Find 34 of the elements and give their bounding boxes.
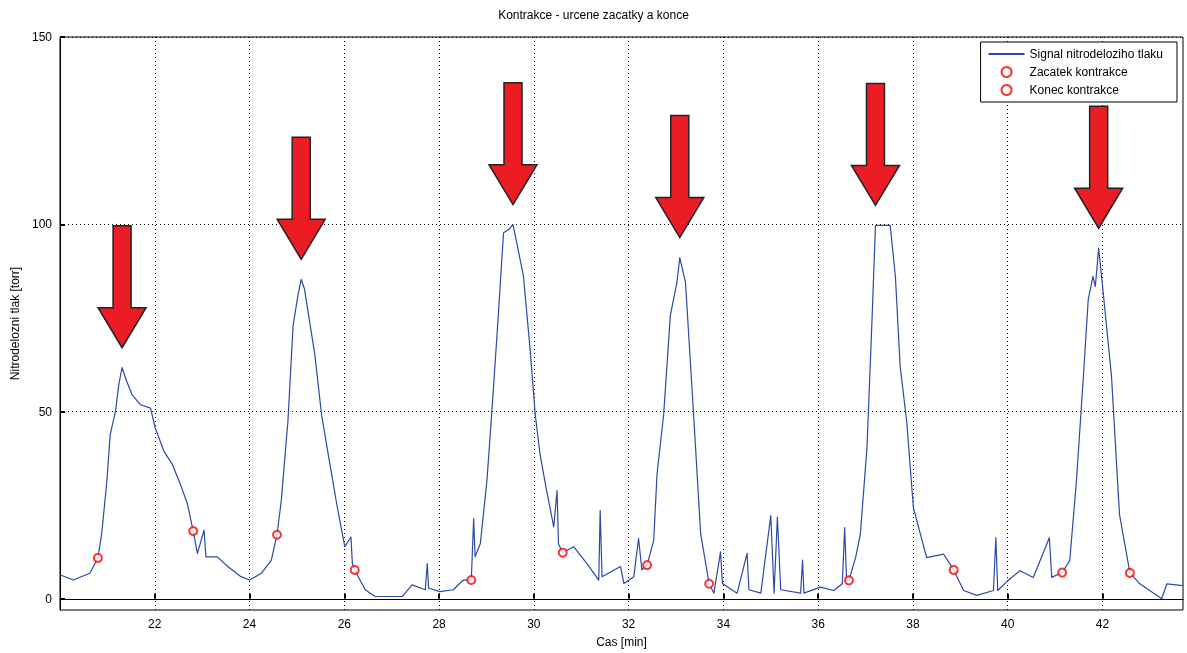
x-tick-label: 36: [811, 617, 826, 631]
point: [704, 578, 715, 589]
point: [349, 564, 360, 575]
point: [843, 575, 854, 586]
x-tick-label: 40: [1001, 617, 1015, 631]
x-tick-label: 42: [1095, 617, 1110, 631]
x-tick-label: 24: [242, 617, 257, 631]
point: [466, 575, 477, 586]
x-tick-label: 34: [716, 617, 731, 631]
point: [1057, 567, 1068, 578]
y-tick-label: 50: [38, 404, 53, 419]
point: [272, 529, 283, 540]
x-tick-label: 30: [527, 617, 541, 631]
x-tick-label: 22: [148, 617, 162, 631]
x-tick-label: 32: [621, 617, 636, 631]
legend-label: Konec kontrakce: [1029, 83, 1120, 97]
x-tick-label: 38: [906, 617, 920, 631]
line-series: [59, 224, 1184, 600]
y-tick-label: 100: [31, 217, 53, 232]
x-tick-label: 26: [337, 617, 352, 631]
x-tick-label: 28: [432, 617, 447, 631]
legend-label: Zacatek kontrakce: [1029, 65, 1128, 79]
point: [557, 547, 568, 558]
legend-label: Signal nitrodeloziho tlaku: [1029, 47, 1163, 61]
point: [948, 564, 959, 575]
x-axis-title: Cas [min]: [596, 635, 647, 649]
point: [642, 560, 653, 571]
y-tick-label: 0: [45, 591, 53, 606]
y-axis-title: Nitrodelozni tlak [torr]: [8, 266, 23, 381]
y-tick-label: 150: [31, 30, 53, 44]
point: [92, 552, 103, 563]
point: [188, 525, 199, 536]
chart-title: Kontrakce - urcene zacatky a konce: [498, 8, 690, 22]
point: [1124, 567, 1135, 578]
